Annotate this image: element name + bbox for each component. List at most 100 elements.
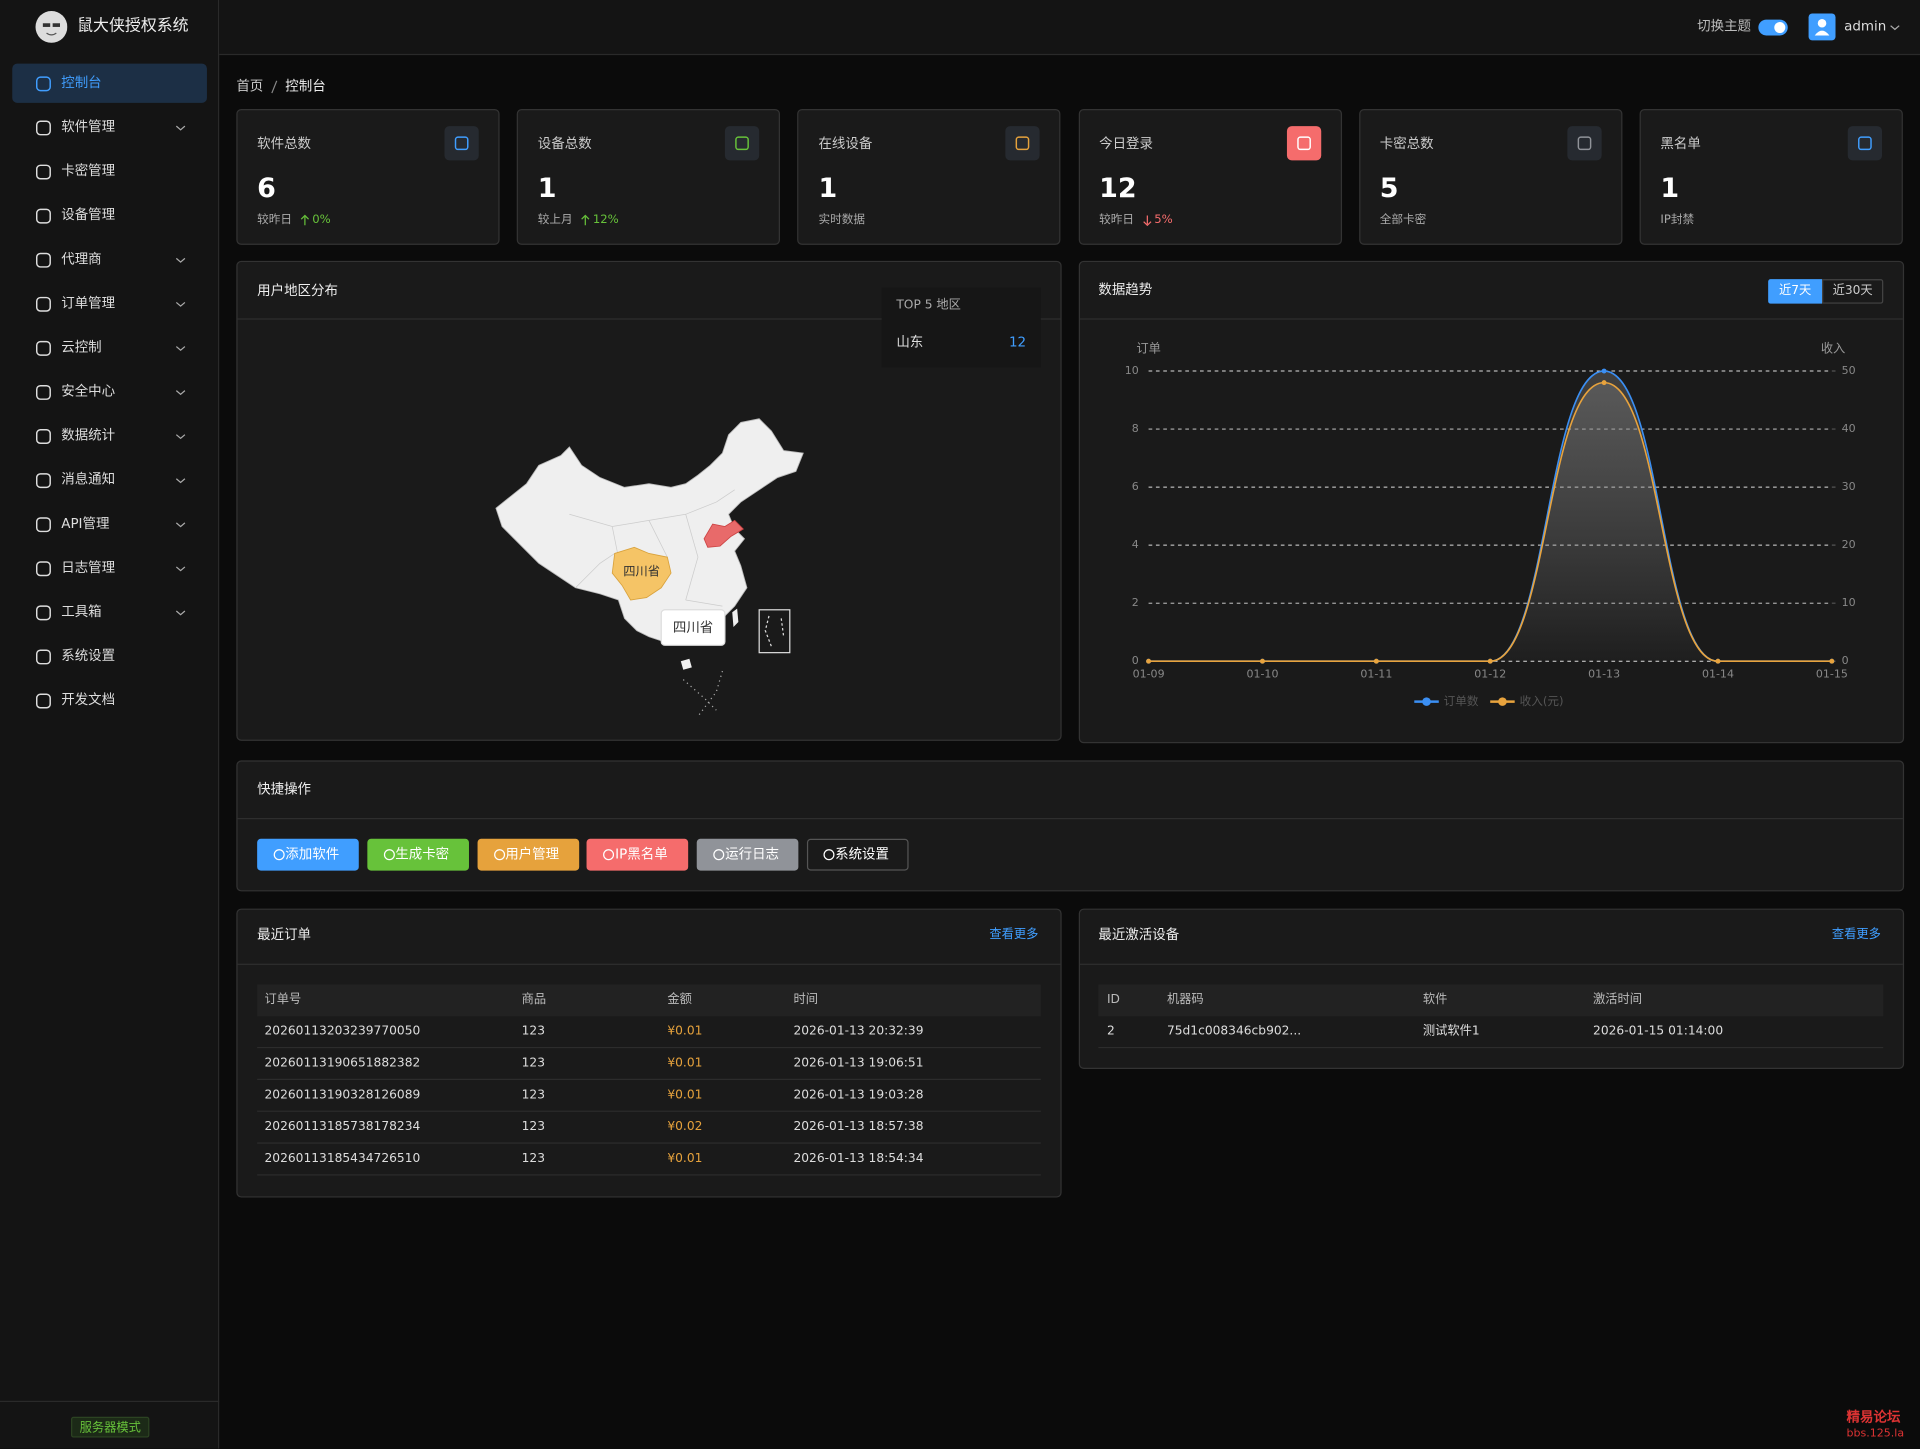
menu-icon [36, 120, 51, 136]
y-axis-name: 订单 [1136, 341, 1160, 355]
table-cell: 123 [521, 1056, 546, 1071]
quick-button-label: 用户管理 [505, 846, 560, 863]
panel-divider [237, 318, 1061, 320]
map-tooltip-box [660, 609, 726, 646]
series-area [1148, 382, 1832, 662]
trend-chart: 0 2 4 6 8 10 0 10 20 30 40 50 订单 收入 01-09 01-10 01-11 01-… [1125, 341, 1856, 708]
menu-icon-shape [36, 649, 51, 665]
stat-title: 在线设备 [818, 135, 873, 152]
stat-icon [1847, 126, 1883, 161]
table-row-line [257, 1142, 1041, 1144]
x-tick-label: 01-10 [1246, 668, 1278, 681]
menu-icon [36, 561, 51, 577]
y2-tick-label: 20 [1842, 538, 1856, 551]
user-chevron [1890, 25, 1900, 31]
menu-chevron [175, 434, 186, 440]
table-cell: 123 [521, 1088, 546, 1103]
theme-toggle-label: 切换主题 [1697, 18, 1752, 35]
menu-item[interactable]: 代理商 [61, 251, 102, 267]
table-cell: 123 [521, 1120, 546, 1134]
table-cell: 2026-01-13 18:57:38 [793, 1120, 924, 1134]
breadcrumb-separator [271, 80, 278, 94]
menu-item[interactable]: 订单管理 [61, 295, 116, 312]
table-column: ID [1106, 993, 1120, 1007]
button-icon [383, 849, 395, 861]
menu-chevron [175, 257, 186, 263]
table-column: 商品 [521, 993, 547, 1007]
menu-icon [36, 649, 51, 665]
chevron [175, 478, 186, 484]
menu-item[interactable]: 工具箱 [61, 603, 102, 620]
stat-icon-glyph [454, 136, 469, 151]
stat-value: 1 [818, 173, 838, 205]
menu-item[interactable]: API管理 [61, 515, 110, 532]
menu-item[interactable]: 云控制 [61, 339, 102, 356]
menu-icon-shape [36, 429, 51, 445]
breadcrumb-home[interactable]: 首页 [236, 78, 264, 95]
menu-icon-shape [36, 384, 51, 400]
table-row-line [257, 1046, 1041, 1049]
y-tick-label: 2 [1132, 596, 1139, 609]
menu-chevron [175, 566, 186, 572]
quick-button-label: IP黑名单 [615, 846, 668, 863]
menu-item[interactable]: 系统设置 [61, 647, 116, 664]
stat-title: 卡密总数 [1379, 135, 1434, 152]
more-link[interactable]: 查看更多 [1831, 928, 1881, 942]
glyph [823, 849, 835, 861]
y2-tick-label: 50 [1842, 364, 1856, 377]
glyph [713, 849, 725, 861]
menu-icon [36, 296, 51, 312]
logo [35, 11, 68, 43]
avatar[interactable] [1808, 13, 1836, 41]
menu-icon-shape [36, 164, 51, 180]
user-name[interactable]: admin [1844, 18, 1887, 35]
series-point [1146, 658, 1152, 664]
table-cell: 2026-01-13 19:03:28 [793, 1088, 924, 1103]
menu-item[interactable]: 开发文档 [61, 691, 116, 708]
glyph [1577, 136, 1592, 151]
quick-button-label: 系统设置 [835, 846, 889, 863]
panel-divider [237, 817, 1903, 820]
stat-icon [1286, 126, 1321, 161]
menu-item[interactable]: 控制台 [61, 74, 102, 91]
stat-title: 设备总数 [537, 135, 592, 152]
table-cell: ¥0.01 [667, 1056, 703, 1071]
menu-icon-shape [36, 473, 51, 489]
menu-icon [36, 473, 51, 489]
orders-panel [236, 908, 1062, 1198]
x-tick-label: 01-14 [1702, 668, 1734, 681]
quick-panel [236, 760, 1905, 892]
y2-axis-name: 收入 [1821, 341, 1845, 355]
menu-item[interactable]: 消息通知 [61, 471, 116, 488]
legend-dot [1498, 697, 1507, 706]
menu-item[interactable]: 数据统计 [61, 427, 116, 444]
stat-change: 0% [312, 213, 331, 227]
table-cell: 20260113185738178234 [264, 1120, 421, 1134]
range-button[interactable]: 近30天 [1822, 279, 1884, 304]
table-cell: 2026-01-15 01:14:00 [1593, 1024, 1724, 1039]
stat-note: 较昨日 [257, 213, 293, 227]
island-taiwan [732, 608, 739, 627]
map-country [495, 418, 804, 644]
button-icon [273, 849, 285, 861]
table-cell: ¥0.01 [667, 1088, 703, 1103]
menu-icon [36, 693, 51, 709]
table-cell: 2 [1106, 1024, 1115, 1039]
menu-item[interactable]: 软件管理 [61, 118, 116, 135]
chevron [175, 257, 186, 263]
range-button[interactable]: 近7天 [1768, 279, 1823, 304]
x-tick-label: 01-13 [1588, 668, 1620, 681]
header [219, 0, 1920, 56]
table-cell: ¥0.01 [667, 1024, 703, 1039]
menu-icon [36, 429, 51, 445]
menu-item[interactable]: 卡密管理 [61, 162, 116, 179]
panel-divider [1080, 318, 1903, 320]
menu-item[interactable]: 设备管理 [61, 206, 116, 223]
menu-item[interactable]: 安全中心 [61, 383, 116, 400]
theme-toggle[interactable] [1758, 19, 1788, 36]
series-point [1601, 368, 1607, 374]
series-point [1601, 380, 1607, 386]
stat-value: 5 [1379, 173, 1399, 205]
more-link[interactable]: 查看更多 [989, 928, 1039, 942]
menu-item[interactable]: 日志管理 [61, 559, 116, 576]
